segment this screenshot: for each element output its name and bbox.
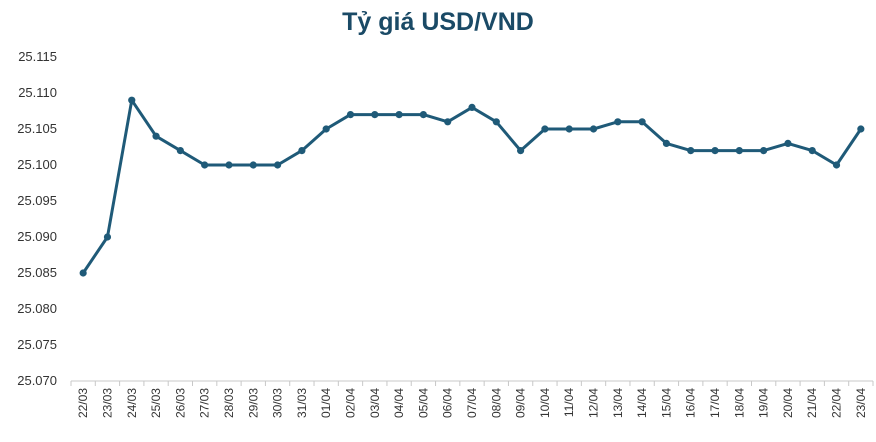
y-tick-label: 25.110 — [18, 85, 57, 100]
data-point — [468, 103, 476, 111]
data-point — [225, 161, 233, 169]
x-tick-label: 23/04 — [854, 388, 868, 418]
x-tick-label: 31/03 — [295, 388, 309, 418]
y-tick-label: 25.080 — [17, 301, 57, 316]
data-point — [79, 269, 87, 277]
y-tick-label: 25.090 — [17, 229, 57, 244]
y-tick-label: 25.095 — [17, 193, 57, 208]
x-tick-label: 18/04 — [732, 388, 746, 418]
x-axis: 22/03 23/03 24/03 25/03 26/03 27/03 28/03 29/03… — [70, 380, 874, 418]
data-point — [419, 111, 427, 119]
data-point — [152, 132, 160, 140]
series-layer — [79, 96, 865, 277]
data-point — [371, 111, 379, 119]
x-tick-label: 05/04 — [416, 388, 430, 418]
data-point — [808, 147, 816, 155]
x-tick-label: 20/04 — [781, 388, 795, 418]
data-point — [687, 147, 695, 155]
y-tick-label: 25.100 — [17, 157, 57, 172]
x-tick-label: 14/04 — [635, 388, 649, 418]
data-point — [857, 125, 865, 133]
y-tick-label: 25.105 — [17, 121, 57, 136]
x-tick-label: 24/03 — [125, 388, 139, 418]
data-point — [249, 161, 257, 169]
chart-title: Tỷ giá USD/VND — [342, 8, 534, 36]
x-tick-label: 17/04 — [708, 388, 722, 418]
data-point — [784, 139, 792, 147]
data-point — [711, 147, 719, 155]
data-point — [395, 111, 403, 119]
x-tick-label: 21/04 — [805, 388, 819, 418]
data-point — [735, 147, 743, 155]
data-point — [638, 118, 646, 126]
data-point — [346, 111, 355, 119]
x-tick-label: 16/04 — [684, 388, 698, 418]
data-point — [589, 125, 598, 133]
x-tick-label: 11/04 — [562, 388, 576, 417]
series-line — [81, 98, 863, 275]
x-tick-label: 22/03 — [76, 388, 90, 418]
x-tick-label: 12/04 — [587, 388, 601, 418]
x-tick-label: 30/03 — [271, 388, 285, 418]
x-tick-label: 03/04 — [368, 388, 382, 418]
data-point — [176, 147, 184, 155]
data-point — [760, 147, 768, 155]
x-tick-label: 23/03 — [100, 388, 114, 418]
data-point — [201, 161, 209, 169]
x-tick-label: 22/04 — [830, 388, 844, 418]
x-tick-label: 04/04 — [392, 388, 406, 418]
x-tick-label: 10/04 — [538, 388, 552, 418]
y-axis: 25.070 25.075 25.080 25.085 25.090 25.095 25.1… — [17, 49, 57, 388]
x-tick-label: 25/03 — [149, 388, 163, 418]
x-tick-label: 28/03 — [222, 388, 236, 418]
x-tick-label: 19/04 — [757, 388, 771, 418]
y-tick-label: 25.070 — [17, 373, 57, 388]
y-tick-label: 25.115 — [18, 49, 57, 64]
x-tick-label: 29/03 — [246, 388, 260, 418]
x-tick-label: 08/04 — [489, 388, 503, 418]
x-tick-label: 06/04 — [441, 388, 455, 418]
data-point — [103, 233, 112, 241]
data-point — [541, 125, 549, 133]
x-tick-label: 15/04 — [659, 388, 673, 418]
data-point — [517, 147, 525, 155]
data-point — [298, 147, 306, 155]
data-point — [273, 161, 282, 169]
data-point — [832, 161, 841, 169]
x-tick-label: 13/04 — [611, 388, 625, 418]
x-tick-label: 26/03 — [173, 388, 187, 418]
data-point — [128, 96, 136, 104]
x-tick-label: 09/04 — [514, 388, 528, 418]
x-tick-label: 07/04 — [465, 388, 479, 418]
data-point — [662, 139, 671, 147]
x-tick-label: 01/04 — [319, 388, 333, 418]
y-tick-label: 25.085 — [17, 265, 57, 280]
x-tick-label: 02/04 — [343, 388, 357, 418]
data-point — [614, 118, 622, 126]
data-point — [492, 118, 500, 126]
y-tick-label: 25.075 — [17, 337, 57, 352]
x-tick-label: 27/03 — [198, 388, 212, 418]
data-point — [444, 118, 452, 126]
data-point — [322, 125, 330, 133]
data-point — [565, 125, 573, 133]
